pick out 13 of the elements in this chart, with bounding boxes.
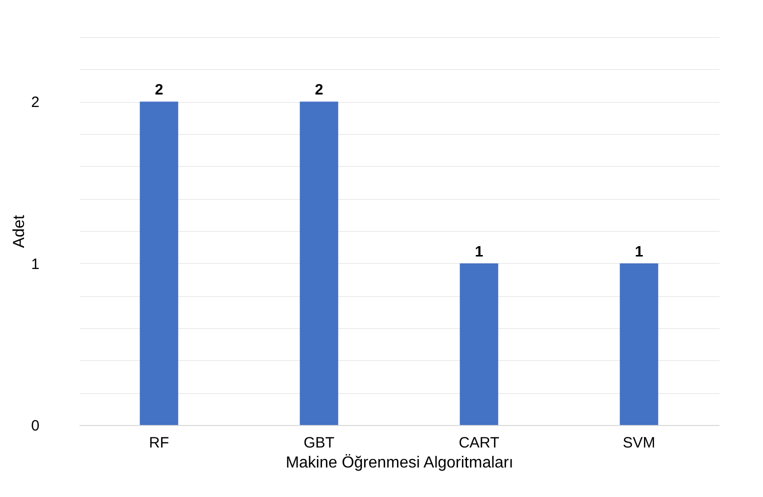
data-label: 2 xyxy=(314,82,324,99)
x-axis-title: Makine Öğrenmesi Algoritmaları xyxy=(286,454,514,472)
y-tick-label: 0 xyxy=(31,418,40,434)
y-tick-label: 2 xyxy=(31,94,40,112)
x-tick-label: GBT xyxy=(304,434,334,452)
y-axis-title: Adet xyxy=(11,214,28,248)
data-label: 1 xyxy=(474,243,484,260)
y-tick-label: 1 xyxy=(31,256,40,273)
x-tick-label: CART xyxy=(458,434,500,452)
x-tick-label: RF xyxy=(149,434,169,452)
data-label: 1 xyxy=(634,243,644,260)
data-label: 2 xyxy=(154,82,164,99)
x-tick-label: SVM xyxy=(622,434,656,452)
